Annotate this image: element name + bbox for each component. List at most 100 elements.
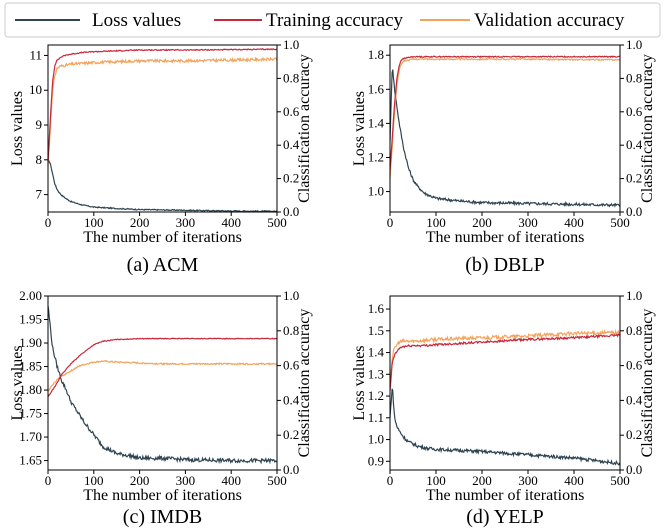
plot-frame	[47, 295, 278, 471]
y-left-tick-label: 1.85	[19, 359, 42, 374]
x-tick-label: 400	[221, 215, 241, 230]
plot-frame	[47, 44, 278, 213]
y-right-axis-label: Classification accuracy	[639, 54, 656, 203]
y-right-axis-label: Classification accuracy	[296, 309, 313, 458]
y-right-tick-label: 1.0	[626, 37, 642, 52]
y-left-tick-label: 1.8	[368, 47, 384, 62]
y-left-tick-label: 0.9	[368, 453, 384, 468]
y-left-axis-label: Loss values	[351, 345, 368, 420]
x-tick-label: 400	[564, 473, 584, 488]
series-line-loss	[48, 159, 277, 212]
x-tick-label: 100	[426, 215, 446, 230]
x-tick-label: 0	[387, 215, 394, 230]
legend-label-loss: Loss values	[92, 10, 181, 31]
x-tick-label: 0	[45, 215, 52, 230]
y-right-tick-label: 1.0	[283, 37, 299, 52]
y-right-tick-label: 0.4	[626, 392, 643, 407]
series-line-loss	[390, 69, 620, 208]
y-left-tick-label: 1.0	[368, 184, 384, 199]
x-tick-label: 500	[267, 215, 287, 230]
y-right-tick-label: 0.2	[626, 427, 642, 442]
plot-frame	[389, 295, 621, 471]
y-left-tick-label: 1.6	[368, 81, 385, 96]
y-right-tick-label: 1.0	[283, 288, 299, 303]
x-tick-label: 100	[84, 215, 104, 230]
y-right-axis-label: Classification accuracy	[639, 309, 656, 458]
x-axis-label: The number of iterations	[83, 229, 242, 246]
x-axis-label: The number of iterations	[426, 487, 585, 504]
series-line-loss	[390, 388, 620, 466]
x-tick-label: 200	[472, 473, 492, 488]
x-tick-label: 300	[518, 215, 538, 230]
x-tick-label: 100	[426, 473, 446, 488]
y-right-tick-label: 0.8	[283, 323, 299, 338]
y-left-tick-label: 1.2	[368, 388, 384, 403]
panel-caption: (d) YELP	[466, 506, 544, 528]
y-left-tick-label: 9	[36, 117, 43, 132]
x-tick-label: 300	[518, 473, 538, 488]
series-line-training	[390, 333, 620, 391]
y-right-tick-label: 0.4	[283, 137, 300, 152]
plot-frame	[389, 44, 621, 213]
x-tick-label: 500	[610, 473, 630, 488]
y-left-tick-label: 10	[29, 82, 42, 97]
y-right-tick-label: 0.4	[626, 137, 643, 152]
x-tick-label: 200	[472, 215, 492, 230]
y-left-tick-label: 1.90	[19, 335, 42, 350]
legend: Loss values Training accuracy Validation…	[4, 2, 661, 38]
series-line-loss	[48, 305, 277, 465]
x-tick-label: 500	[610, 215, 630, 230]
panel-caption: (c) IMDB	[123, 506, 202, 528]
y-right-tick-label: 0.4	[283, 392, 300, 407]
y-left-tick-label: 1.6	[368, 301, 385, 316]
series-line-training	[48, 337, 277, 398]
y-left-tick-label: 1.95	[19, 312, 42, 327]
y-right-tick-label: 0.0	[283, 204, 299, 219]
y-right-tick-label: 0.2	[283, 427, 299, 442]
y-left-tick-label: 7	[36, 187, 43, 202]
x-tick-label: 200	[130, 473, 150, 488]
y-right-tick-label: 0.8	[626, 323, 642, 338]
legend-frame	[4, 2, 661, 38]
panels: 0 100 200 300 400 500 7 8 9 10 11 0.0 0.2 0.4 0.6 0.8 1.…	[9, 37, 656, 528]
y-left-tick-label: 1.3	[368, 366, 384, 381]
x-tick-label: 300	[176, 473, 196, 488]
y-right-tick-label: 0.8	[626, 70, 642, 85]
x-tick-label: 400	[221, 473, 241, 488]
x-tick-label: 500	[267, 473, 287, 488]
y-left-tick-label: 2.00	[19, 288, 42, 303]
panel-caption: (b) DBLP	[465, 254, 544, 276]
y-left-tick-label: 1.4	[368, 115, 385, 130]
panel-caption: (a) ACM	[127, 254, 199, 276]
series-line-validation	[48, 360, 277, 392]
y-left-tick-label: 8	[36, 152, 43, 167]
y-right-tick-label: 0.8	[283, 70, 299, 85]
y-left-tick-label: 11	[29, 47, 42, 62]
y-right-tick-label: 0.0	[626, 204, 642, 219]
legend-label-validation: Validation accuracy	[474, 10, 625, 31]
y-left-tick-label: 1.4	[368, 345, 385, 360]
series-line-training	[48, 48, 277, 163]
y-right-tick-label: 0.0	[283, 462, 299, 477]
series-line-validation	[390, 328, 620, 385]
y-left-tick-label: 1.70	[19, 429, 42, 444]
x-tick-label: 200	[130, 215, 150, 230]
y-left-axis-label: Loss values	[9, 345, 26, 420]
y-right-tick-label: 0.2	[283, 171, 299, 186]
x-axis-label: The number of iterations	[426, 229, 585, 246]
x-tick-label: 400	[564, 215, 584, 230]
x-tick-label: 0	[45, 473, 52, 488]
y-right-tick-label: 0.2	[626, 171, 642, 186]
chart-panel-4: 0 100 200 300 400 500 0.9 1.0 1.1 1.2 1.3 1.4 1.5 1.6…	[351, 288, 656, 528]
y-right-axis-label: Classification accuracy	[296, 54, 313, 203]
y-right-tick-label: 0.6	[283, 358, 300, 373]
y-right-tick-label: 0.0	[626, 462, 642, 477]
legend-label-training: Training accuracy	[266, 10, 403, 31]
y-left-tick-label: 1.0	[368, 432, 384, 447]
x-tick-label: 0	[387, 473, 394, 488]
series-line-validation	[48, 56, 277, 166]
y-left-tick-label: 1.80	[19, 382, 42, 397]
chart-panel-3: 0 100 200 300 400 500 1.65 1.70 1.75 1.80 1.85 1.90…	[9, 288, 313, 528]
y-left-tick-label: 1.75	[19, 406, 42, 421]
